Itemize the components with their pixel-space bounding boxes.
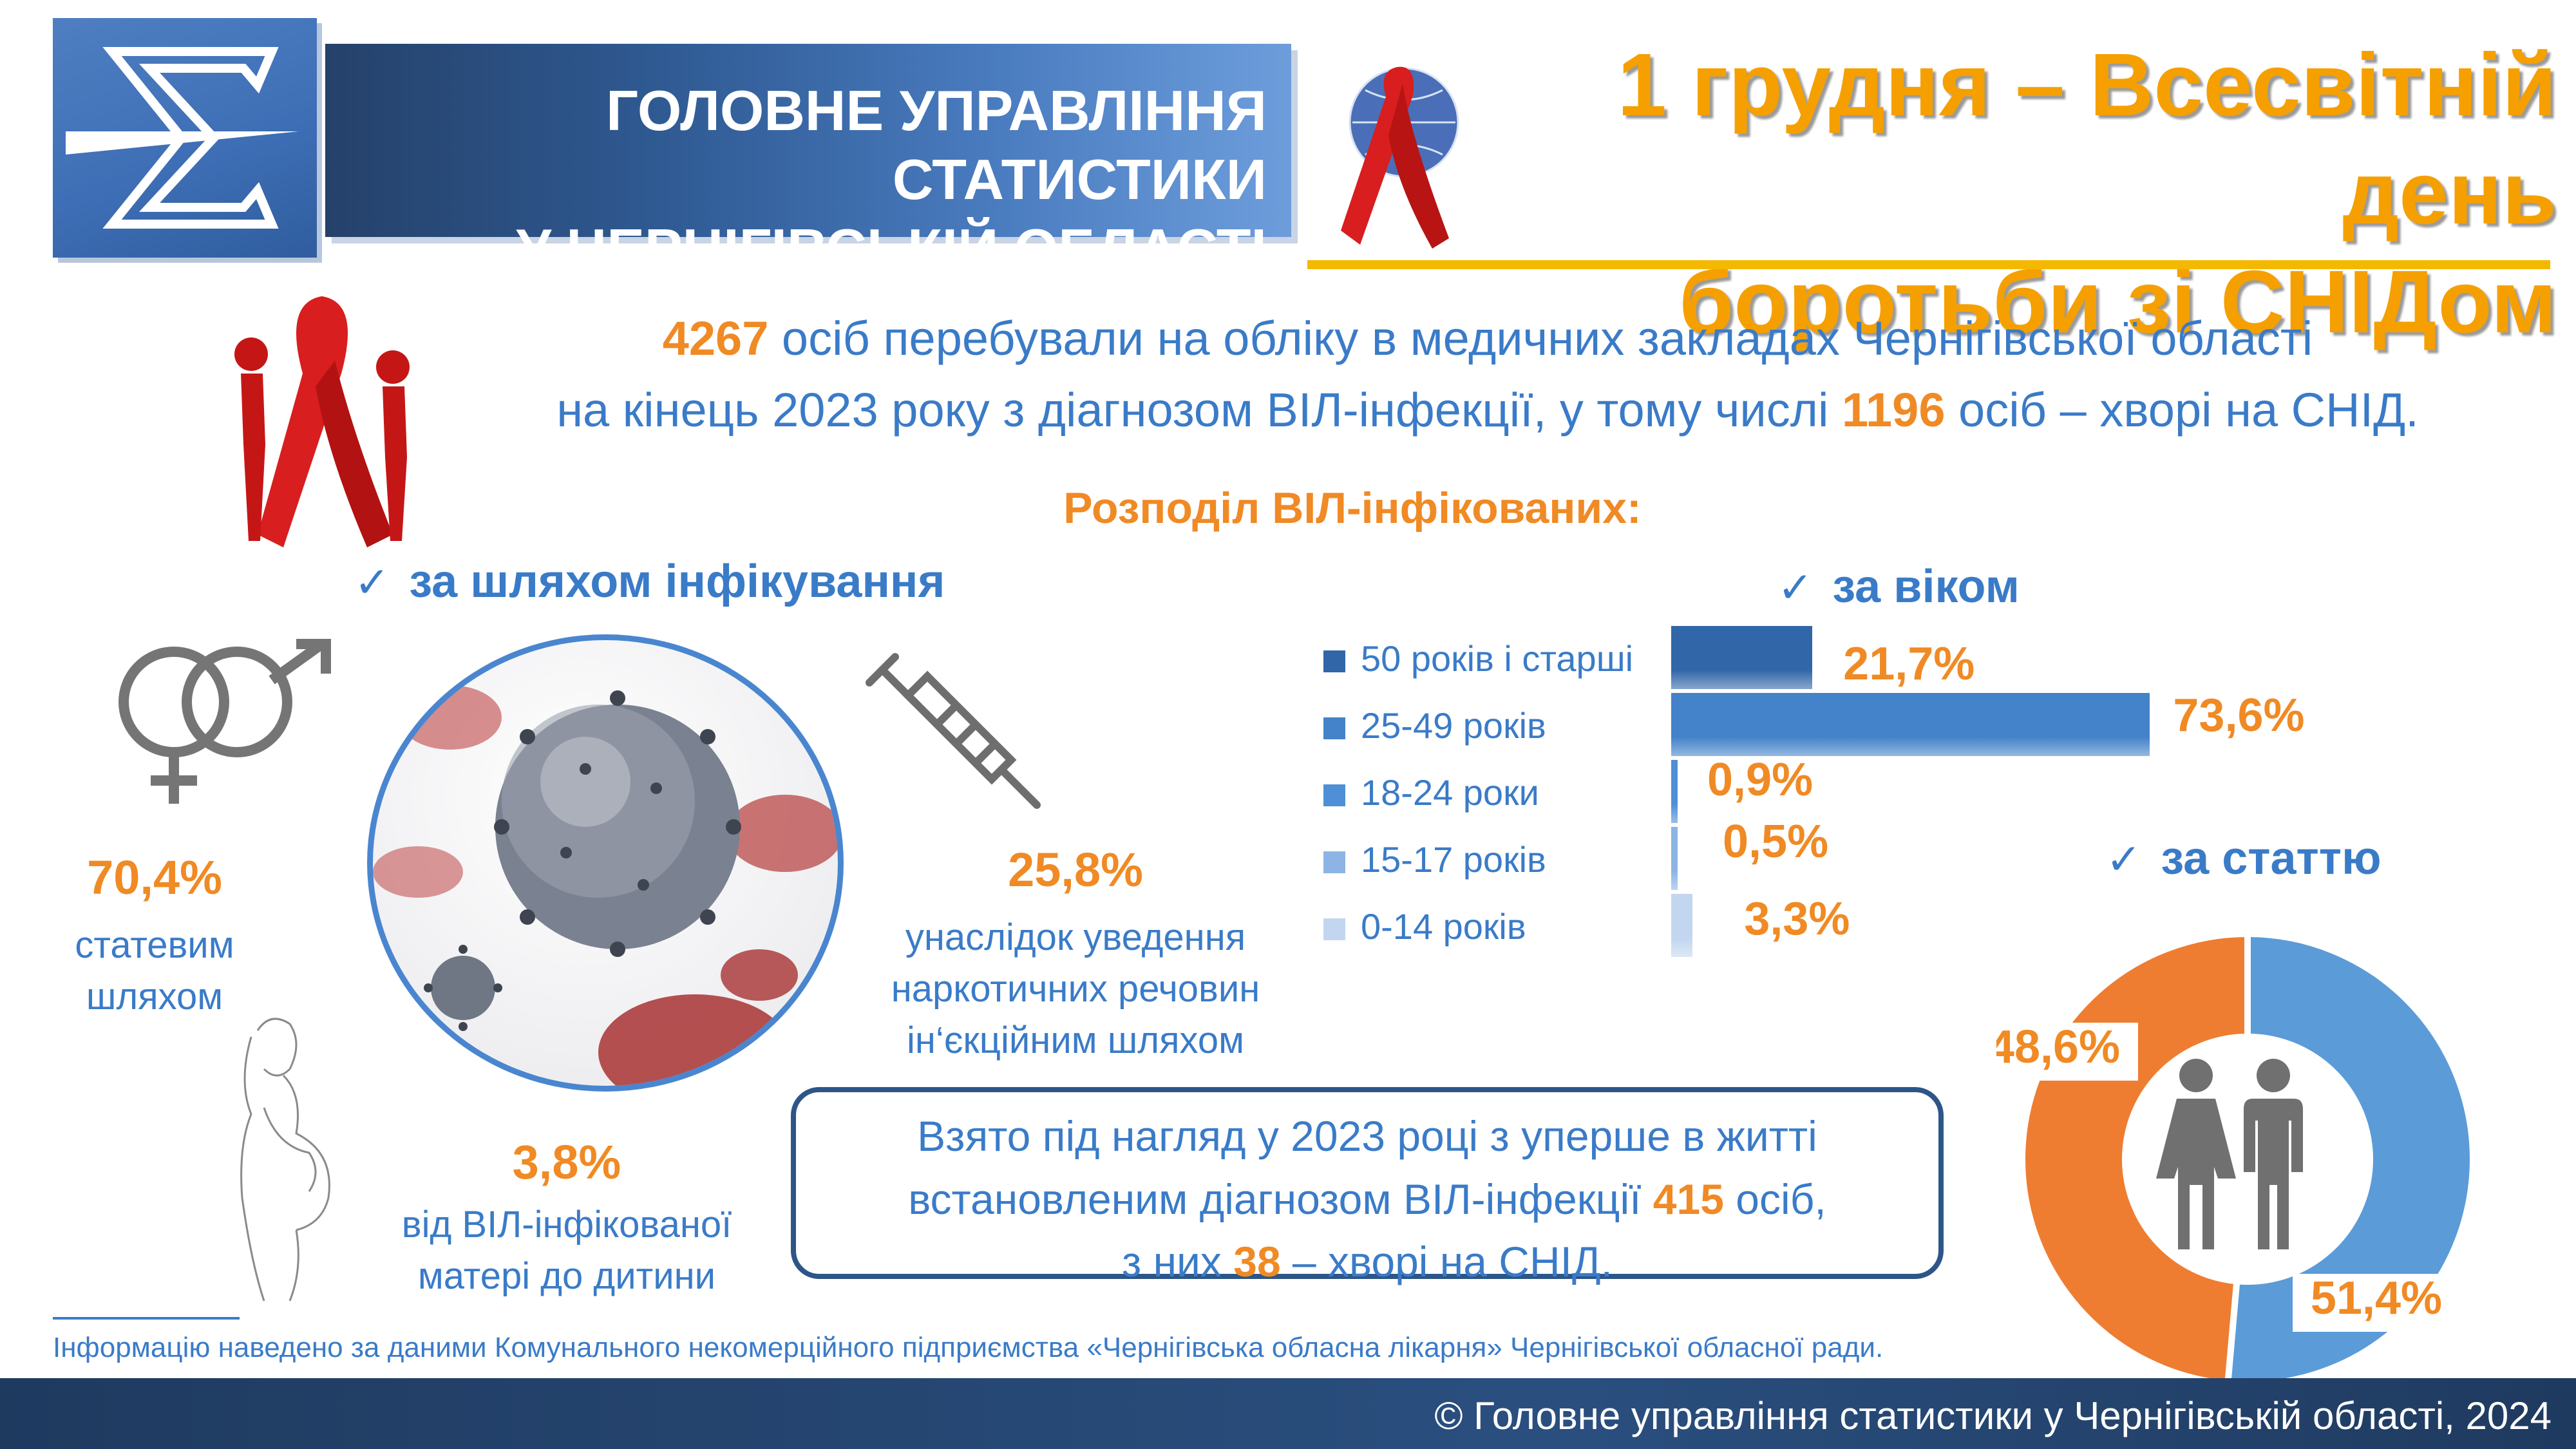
intro-line-2: на кінець 2023 року з діагнозом ВІЛ-інфе… [451,374,2524,446]
gender-section-header: ✓ за статтю [2106,832,2382,885]
footnote-rule [53,1317,240,1320]
gender-slice-label: 48,6% [1996,1021,2120,1073]
injection-route-percent: 25,8% [1008,843,1143,896]
department-title: ГОЛОВНЕ УПРАВЛІННЯ СТАТИСТИКИ У ЧЕРНІГІВ… [516,79,1267,281]
age-bar-value: 3,3% [1744,893,1850,945]
age-bar [1671,626,1813,689]
age-bar-chart: 50 років і старші 25-49 років 18-24 роки 15… [1323,625,2573,960]
mother-route-caption: від ВІЛ-інфікованої матері до дитини [401,1204,732,1298]
notice-line-3a: з них [1122,1238,1234,1286]
checkmark-icon: ✓ [2106,835,2142,883]
sigma-logo [53,18,317,258]
gender-slice-label: 51,4% [2311,1273,2442,1324]
age-bar [1671,760,1678,823]
gender-symbols-icon [118,639,331,804]
gender-label-bg [2293,1274,2460,1332]
age-legend-label: 0-14 років [1361,906,1526,947]
age-bar-value: 21,7% [1843,638,1975,690]
legend-swatch [1323,851,1345,873]
sexual-route-caption: статевим шляхом [75,924,234,1018]
mother-route-percent: 3,8% [512,1135,621,1189]
legend-swatch [1323,784,1345,806]
new-aids-count: 38 [1233,1238,1281,1286]
notice-line-2: встановленим діагнозом ВІЛ-інфекції 415 … [796,1168,1938,1231]
injection-route-caption: унаслідок уведення наркотичних речовин і… [891,916,1260,1062]
aids-count: 1196 [1841,383,1946,437]
intro-text: 4267 осіб перебували на обліку в медични… [451,303,2524,446]
department-banner: ГОЛОВНЕ УПРАВЛІННЯ СТАТИСТИКИ У ЧЕРНІГІВ… [325,44,1291,281]
age-bar [1671,693,2150,756]
route-section-header: ✓ за шляхом інфікування [354,555,945,608]
route-section-title: за шляхом інфікування [409,556,945,607]
woman-man-icon [2156,1059,2303,1249]
age-legend-label: 25-49 років [1361,705,1546,746]
notice-text: Взято під нагляд у 2023 році з уперше в … [796,1105,1938,1294]
age-bars: 21,7% 73,6% 0,9% 0,5% 3,3% [1671,625,2573,960]
sigma-logo-icon [66,47,299,229]
total-count: 4267 [662,312,769,365]
age-legend-item: 0-14 років [1323,905,1526,947]
notice-line-1: Взято під нагляд у 2023 році з уперше в … [917,1112,1817,1160]
age-section-title: за віком [1832,561,2020,612]
age-legend: 50 років і старші 25-49 років 18-24 роки 15… [1323,625,1658,960]
syringe-icon [866,653,1041,809]
gender-section-title: за статтю [2161,833,2382,884]
sexual-route-percent: 70,4% [87,851,222,904]
source-footnote: Інформацію наведено за даними Комунально… [53,1332,1884,1363]
legend-swatch [1323,918,1345,940]
age-legend-label: 18-24 роки [1361,772,1539,813]
intro-text-2: на кінець 2023 року з діагнозом ВІЛ-інфе… [556,383,1842,437]
age-legend-label: 50 років і старші [1361,638,1634,679]
pregnant-woman-icon [240,1018,330,1302]
copyright-bar: © Головне управління статистики у Черніг… [0,1378,2576,1449]
age-bar-value: 0,5% [1723,816,1829,867]
checkmark-icon: ✓ [1777,564,1814,611]
age-bar-value: 0,9% [1707,754,1814,806]
gender-donut-chart: 51,4% 48,6% [1996,930,2476,1378]
legend-swatch [1323,650,1345,672]
new-cases-count: 415 [1653,1175,1724,1223]
event-title: 1 грудня – Всесвітній день боротьби зі С… [1617,35,2557,352]
notice-line-3b: – хворі на СНІД. [1280,1238,1613,1286]
intro-text-1: осіб перебували на обліку в медичних зак… [768,312,2313,365]
age-section-header: ✓ за віком [1777,560,2020,613]
ribbon-figures-icon [234,296,410,547]
age-legend-label: 15-17 років [1361,839,1546,880]
legend-swatch [1323,717,1345,739]
virus-image [367,634,844,1092]
age-bar [1671,894,1693,957]
age-bar [1671,827,1678,890]
new-cases-notice: Взято під нагляд у 2023 році з уперше в … [791,1087,1944,1285]
notice-line-2b: осіб, [1723,1175,1826,1223]
intro-line-1: 4267 осіб перебували на обліку в медични… [451,303,2524,374]
copyright-text: © Головне управління статистики у Черніг… [1434,1394,2552,1437]
intro-text-3: осіб – хворі на СНІД. [1945,383,2419,437]
gender-slice [2224,930,2476,1378]
age-legend-item: 25-49 років [1323,705,1546,746]
notice-line-2a: встановленим діагнозом ВІЛ-інфекції [908,1175,1653,1223]
checkmark-icon: ✓ [354,558,390,606]
title-underline [1307,260,2550,269]
age-legend-item: 50 років і старші [1323,638,1633,679]
notice-line-3: з них 38 – хворі на СНІД. [796,1231,1938,1294]
ribbon-globe-icon [1341,66,1459,249]
age-legend-item: 15-17 років [1323,838,1546,880]
age-legend-item: 18-24 роки [1323,772,1539,813]
gender-label-bg [1996,1023,2138,1081]
age-bar-value: 73,6% [2173,690,2305,741]
distribution-title: Розподіл ВІЛ-інфікованих: [1063,484,1642,533]
